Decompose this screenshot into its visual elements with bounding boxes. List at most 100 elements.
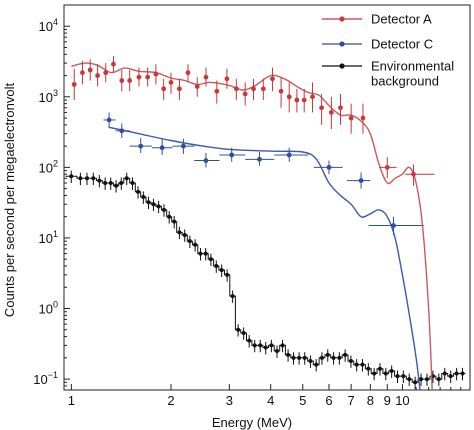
detector-c-point	[229, 152, 235, 158]
y-tick-label: 10−1	[33, 370, 58, 387]
background-point	[377, 366, 382, 371]
detector-a-point	[80, 70, 85, 76]
legend-marker-background	[339, 63, 345, 69]
background-point	[372, 371, 377, 376]
detector-a-point	[411, 171, 416, 177]
detector-c-series-layer	[103, 112, 424, 391]
x-tick-label: 6	[325, 393, 332, 408]
background-point	[308, 359, 313, 364]
background-point	[424, 377, 429, 382]
y-axis-title: Counts per second per megaelectronvolt	[2, 83, 17, 318]
detector-a-point	[270, 76, 275, 82]
detector-a-point	[328, 110, 334, 115]
background-point	[413, 380, 418, 385]
background-point	[325, 352, 330, 357]
background-point	[219, 268, 224, 273]
detector-a-point	[294, 97, 300, 103]
background-point	[297, 355, 302, 360]
x-tick-label: 8	[367, 393, 374, 408]
detector-c-point	[138, 143, 144, 149]
background-point	[454, 371, 459, 376]
background-point	[119, 181, 124, 186]
background-point	[247, 338, 252, 343]
y-tick-label: 103	[39, 88, 58, 105]
background-point	[337, 355, 342, 360]
background-point	[395, 374, 400, 379]
background-point	[419, 377, 424, 382]
y-tick-label: 100	[39, 300, 58, 317]
background-point	[156, 204, 161, 209]
detector-a-series-layer	[71, 55, 435, 391]
background-point	[91, 176, 96, 181]
background-point	[225, 272, 230, 277]
detector-a-point	[145, 74, 151, 80]
legend: Detector A Detector C Environmental backgro…	[322, 12, 454, 89]
background-point	[343, 352, 348, 357]
background-point	[354, 362, 359, 367]
detector-a-point	[214, 88, 220, 94]
legend-marker-detector-a	[339, 16, 345, 22]
detector-a-point	[319, 105, 325, 111]
x-tick-label: 7	[348, 393, 355, 408]
background-point	[383, 371, 388, 376]
background-point	[401, 374, 406, 379]
background-point	[108, 181, 113, 186]
detector-a-point	[194, 84, 200, 89]
background-point	[78, 176, 83, 181]
background-point	[436, 377, 441, 382]
detector-c-fit-curve	[108, 126, 421, 391]
background-point	[151, 202, 156, 207]
background-point	[208, 257, 213, 262]
axes-layer: 1 2 3 4 5 6 7 8 9 10 10−1 100 101 102 103 104	[33, 4, 471, 408]
background-point	[314, 362, 319, 367]
detector-c-point	[159, 145, 165, 151]
detector-c-point	[286, 152, 292, 158]
background-point	[407, 377, 412, 382]
detector-a-point	[111, 61, 116, 67]
background-point	[193, 242, 198, 247]
background-point	[291, 355, 296, 360]
background-point	[146, 200, 151, 205]
background-point	[319, 355, 324, 360]
background-point	[263, 345, 268, 350]
detector-a-point	[71, 81, 77, 87]
detector-c-point	[203, 158, 209, 163]
background-point	[460, 371, 465, 376]
y-tick-label: 102	[39, 158, 58, 175]
background-point	[124, 176, 129, 181]
background-point	[252, 343, 257, 348]
background-series-layer	[65, 170, 466, 390]
background-point	[286, 352, 291, 357]
detector-a-point	[203, 74, 209, 80]
x-tick-label: 3	[226, 393, 233, 408]
y-tick-label: 104	[39, 17, 58, 34]
background-point	[187, 239, 192, 244]
background-point	[172, 219, 177, 224]
x-tick-label: 9	[384, 393, 391, 408]
background-point	[167, 214, 172, 219]
x-tick-label: 1	[68, 393, 75, 408]
background-point	[162, 207, 167, 212]
detector-c-point	[391, 223, 396, 228]
detector-a-point	[348, 115, 354, 121]
background-point	[114, 183, 119, 188]
detector-c-point	[119, 128, 125, 134]
background-point	[360, 362, 365, 367]
detector-a-point	[136, 74, 142, 80]
background-point	[198, 251, 203, 256]
background-point	[331, 355, 336, 360]
detector-a-point	[185, 70, 191, 76]
background-point	[84, 176, 89, 181]
background-point	[136, 189, 141, 194]
background-point	[203, 251, 208, 256]
background-point	[141, 195, 146, 200]
background-point	[230, 294, 235, 299]
x-axis-title: Energy (MeV)	[212, 415, 292, 430]
detector-a-point	[87, 67, 93, 73]
background-point	[389, 369, 394, 374]
detector-a-point	[161, 86, 167, 92]
detector-c-point	[326, 164, 332, 170]
detector-a-point	[310, 94, 315, 100]
